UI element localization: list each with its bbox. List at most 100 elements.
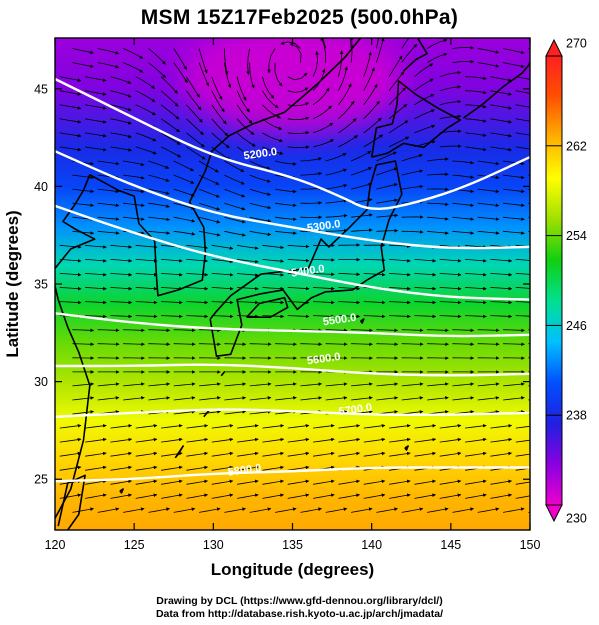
wind-arrow — [312, 51, 319, 77]
wind-arrow — [186, 90, 202, 111]
wind-arrow — [414, 437, 437, 443]
y-tick-label: 45 — [34, 82, 48, 96]
wind-arrow — [351, 342, 373, 347]
wind-arrow — [135, 314, 158, 319]
wind-arrow — [59, 90, 82, 96]
wind-arrow — [439, 479, 462, 485]
wind-arrow — [198, 48, 208, 74]
wind-arrow — [287, 116, 310, 121]
wind-arrow — [224, 410, 247, 415]
wind-arrow — [465, 300, 487, 305]
wind-arrow — [97, 396, 120, 401]
wind-arrow — [59, 132, 82, 138]
wind-arrow — [363, 51, 372, 77]
wind-arrow — [110, 451, 132, 457]
wind-arrow — [325, 228, 348, 233]
wind-arrow — [465, 451, 487, 457]
wind-arrow — [224, 174, 245, 185]
wind-arrow — [313, 314, 335, 319]
wind-arrow — [427, 507, 449, 513]
wind-arrow — [376, 382, 399, 387]
wind-arrow — [211, 132, 230, 149]
wind-arrow — [439, 272, 462, 277]
wind-arrow — [439, 493, 462, 499]
credit-line-data: Data from http://database.rish.kyoto-u.a… — [155, 608, 444, 620]
wind-arrow — [148, 188, 170, 195]
wind-arrow — [224, 160, 245, 172]
wind-arrow — [313, 437, 335, 443]
wind-arrow — [287, 437, 310, 443]
wind-arrow — [110, 132, 132, 139]
wind-arrow — [110, 118, 132, 125]
wind-arrow — [237, 465, 259, 471]
wind-arrow — [224, 216, 246, 224]
wind-arrow — [85, 424, 107, 429]
wind-arrow — [199, 396, 221, 401]
credit-line-drawing: Drawing by DCL (https://www.gfd-dennou.o… — [156, 595, 443, 607]
wind-arrow — [389, 451, 411, 457]
wind-arrow — [85, 132, 107, 138]
wind-arrow — [224, 230, 246, 237]
wind-arrow — [338, 314, 361, 319]
wind-arrow — [401, 507, 424, 513]
wind-arrow — [262, 465, 284, 471]
wind-arrow — [211, 451, 234, 457]
wind-arrow — [135, 300, 158, 305]
wind-arrow — [338, 135, 358, 148]
wind-arrow — [199, 507, 221, 513]
wind-arrow — [376, 183, 398, 190]
height-contour — [55, 363, 530, 377]
wind-arrow — [211, 118, 229, 137]
wind-arrow — [72, 174, 95, 180]
wind-arrow — [97, 188, 120, 194]
wind-arrow — [148, 328, 171, 333]
wind-arrow — [325, 183, 348, 190]
wind-arrow — [199, 328, 221, 333]
wind-arrow — [211, 479, 234, 485]
wind-arrow — [59, 76, 82, 82]
wind-arrow — [186, 424, 209, 429]
wind-arrow — [351, 182, 373, 190]
wind-arrow — [503, 328, 525, 333]
wind-arrow — [123, 396, 145, 401]
wind-arrow — [110, 90, 132, 98]
wind-arrow — [401, 342, 424, 347]
wind-arrow — [211, 244, 234, 250]
contour-label: 5600.0 — [306, 351, 341, 368]
wind-arrow — [161, 424, 183, 429]
wind-arrow — [160, 146, 182, 158]
height-contour — [55, 408, 530, 418]
wind-arrow — [211, 104, 227, 125]
wind-arrow — [389, 286, 411, 291]
contour-label: 5200.0 — [243, 146, 278, 163]
contour-label: 5500.0 — [322, 312, 357, 329]
wind-arrow — [97, 216, 120, 221]
height-contour — [55, 312, 530, 338]
wind-arrow — [414, 286, 437, 291]
wind-arrow — [363, 272, 386, 277]
wind-arrow — [211, 300, 234, 305]
wind-arrow — [275, 160, 297, 166]
wind-arrow — [135, 146, 157, 155]
wind-arrow — [186, 286, 209, 291]
wind-arrow — [287, 286, 310, 291]
wind-arrow — [236, 104, 253, 124]
wind-arrow — [211, 493, 234, 499]
wind-arrow — [363, 314, 386, 319]
wind-arrow — [97, 342, 120, 347]
coastline — [359, 318, 365, 324]
wind-arrow — [186, 146, 206, 160]
wind-arrow — [161, 300, 183, 305]
wind-arrow — [338, 66, 348, 91]
wind-arrow — [59, 300, 82, 305]
wind-arrow — [490, 300, 513, 305]
wind-arrow — [287, 244, 310, 249]
wind-arrow — [452, 230, 475, 235]
wind-arrow — [289, 43, 302, 63]
wind-arrow — [465, 104, 487, 109]
wind-arrow — [363, 479, 386, 485]
wind-arrow — [173, 48, 187, 70]
wind-arrow — [313, 300, 335, 305]
wind-arrow — [287, 493, 310, 499]
wind-arrow — [401, 43, 418, 63]
